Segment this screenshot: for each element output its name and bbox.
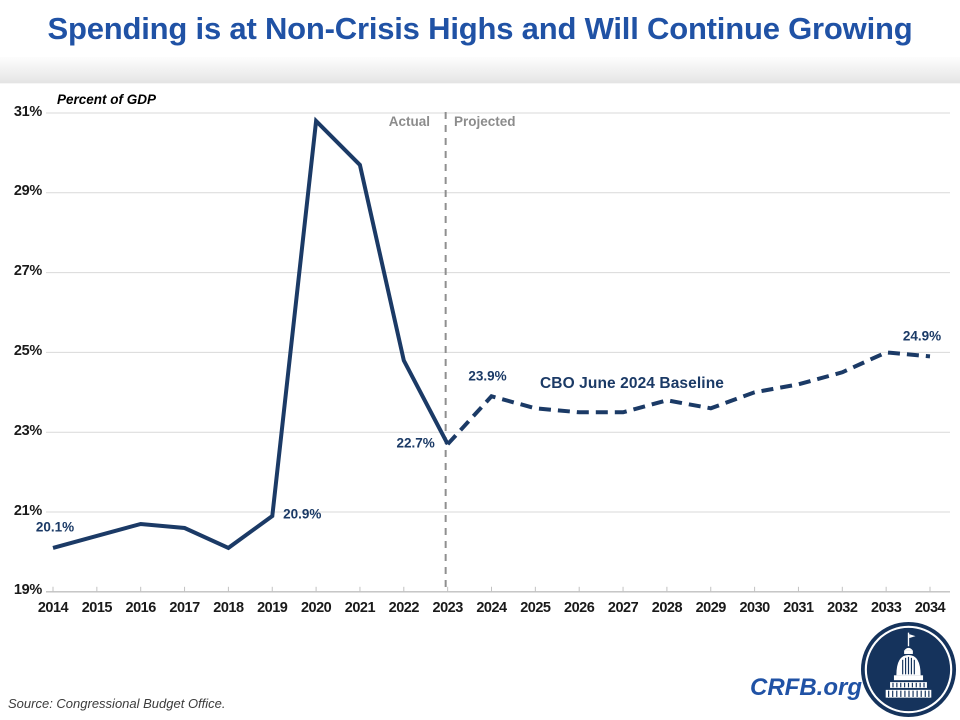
- x-tick-label: 2017: [169, 600, 200, 616]
- x-tick-label: 2020: [300, 600, 332, 616]
- x-tick-label: 2030: [739, 600, 770, 616]
- data-label: 23.9%: [468, 368, 507, 384]
- x-tick-label: 2031: [783, 600, 814, 616]
- x-tick-label: 2029: [695, 600, 727, 616]
- y-tick-label: 23%: [13, 422, 42, 439]
- x-tick-label: 2027: [607, 600, 639, 616]
- x-tick-label: 2021: [344, 600, 376, 616]
- actual-label: Actual: [388, 114, 430, 129]
- logo-inner-ring: [864, 625, 953, 714]
- x-tick-label: 2026: [564, 600, 595, 616]
- y-axis-title: Percent of GDP: [57, 92, 157, 107]
- data-label: 20.9%: [283, 506, 322, 522]
- x-tick-label: 2018: [213, 600, 244, 616]
- y-tick-label: 19%: [13, 582, 42, 599]
- y-tick-label: 29%: [13, 183, 42, 200]
- source-note: Source: Congressional Budget Office.: [8, 696, 226, 711]
- y-tick-label: 27%: [13, 263, 42, 280]
- x-tick-label: 2028: [651, 600, 683, 616]
- series-line-dashed: [446, 350, 931, 446]
- data-label: 24.9%: [902, 328, 942, 344]
- x-tick-label: 2015: [81, 600, 113, 616]
- crfb-site-label: CRFB.org: [750, 674, 862, 701]
- header-divider: [0, 57, 960, 84]
- data-label: 22.7%: [396, 435, 435, 451]
- x-tick-label: 2014: [37, 600, 69, 616]
- y-tick-label: 31%: [13, 103, 42, 120]
- x-tick-label: 2019: [257, 600, 288, 616]
- data-label: 20.1%: [35, 519, 75, 535]
- crfb-logo: [860, 621, 957, 718]
- capitol-columns: [888, 656, 930, 697]
- y-tick-label: 21%: [13, 502, 42, 519]
- x-tick-label: 2032: [827, 600, 858, 616]
- chart-title: Spending is at Non-Crisis Highs and Will…: [47, 11, 913, 46]
- x-tick-label: 2033: [871, 600, 902, 616]
- y-tick-label: 25%: [13, 342, 42, 359]
- x-tick-label: 2022: [388, 600, 420, 616]
- series-label: CBO June 2024 Baseline: [540, 375, 724, 392]
- x-tick-label: 2016: [125, 600, 157, 616]
- series-line-solid: [52, 116, 450, 551]
- x-tick-label: 2034: [914, 600, 946, 616]
- x-tick-label: 2024: [476, 600, 507, 616]
- x-tick-label: 2025: [520, 600, 551, 616]
- x-tick-label: 2023: [432, 600, 464, 616]
- projected-label: Projected: [454, 114, 516, 129]
